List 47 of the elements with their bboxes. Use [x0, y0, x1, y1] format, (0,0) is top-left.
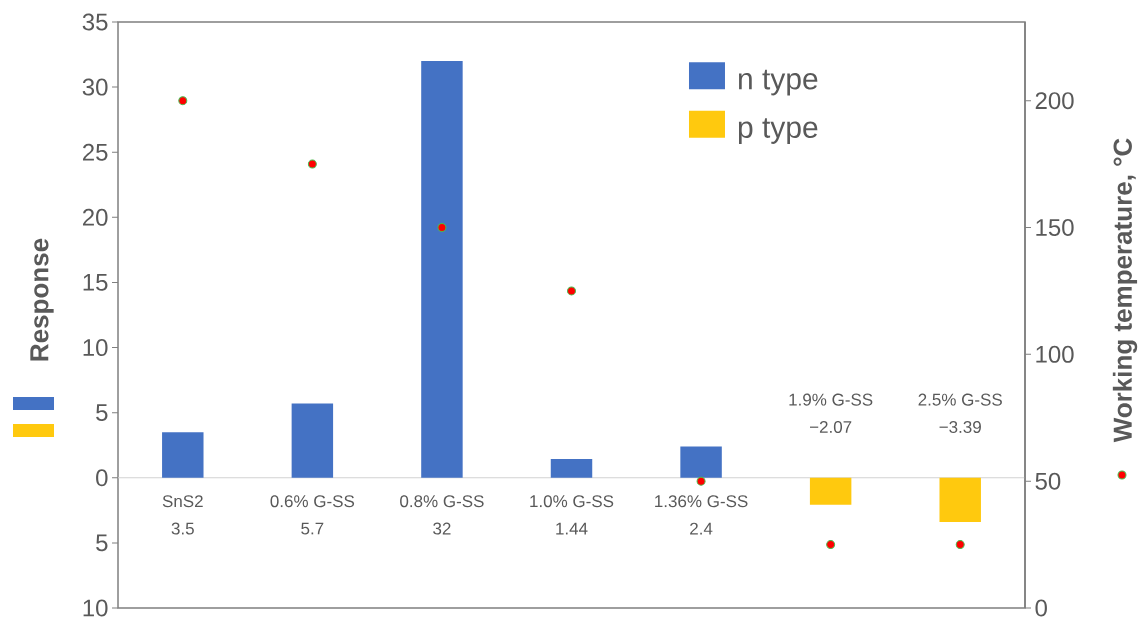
x-tick-label: 1.9% G-SS [789, 393, 873, 406]
y-tick-label: 5 [96, 404, 108, 422]
y-tick-label: 35 [82, 13, 108, 31]
data-label: 3.5 [171, 522, 194, 535]
x-tick-label: 0.8% G-SS [400, 495, 484, 508]
point [567, 286, 576, 296]
point [437, 222, 447, 232]
bar [291, 403, 334, 478]
bar [680, 446, 722, 478]
bar [421, 61, 463, 478]
x-tick-label: SnS2 [162, 495, 203, 508]
y2-tick-label: 50 [1035, 472, 1061, 490]
point [826, 540, 836, 550]
data-label: 1.44 [556, 522, 588, 535]
bar [939, 477, 981, 522]
y-tick-label: 15 [83, 274, 108, 291]
x-tick-label: 1.0% G-SS [530, 495, 614, 508]
x-tick-label: 2.5% G-SS [918, 393, 1002, 406]
y-tick-label: 30 [82, 78, 108, 96]
point [955, 540, 965, 550]
point [307, 159, 317, 169]
legend-label: p type [738, 118, 818, 144]
y-axis-title: Response [30, 238, 54, 361]
data-label: −2.07 [809, 420, 852, 434]
y2-tick-label: 100 [1036, 345, 1074, 363]
data-label: 32 [433, 522, 451, 535]
bar [809, 477, 852, 505]
y-tick-label: 0 [96, 469, 108, 487]
y-tick-label: 25 [82, 143, 108, 161]
y-tick-label: 10 [83, 599, 108, 617]
y2-tick-label: 0 [1035, 599, 1047, 617]
data-label: −3.39 [939, 420, 981, 434]
x-tick-label: 1.36% G-SS [655, 495, 748, 508]
y2-tick-label: 200 [1035, 92, 1074, 110]
data-label: 5.7 [301, 522, 324, 535]
bar [550, 459, 593, 478]
bar [162, 432, 204, 478]
y-tick-label: 10 [83, 339, 108, 357]
point [696, 476, 706, 486]
y2-axis-title: Working temperature, °C [1112, 138, 1138, 443]
y2-tick-label: 150 [1036, 218, 1074, 236]
point [178, 96, 188, 106]
y-tick-label: 20 [82, 208, 108, 226]
data-label: 2.4 [690, 522, 713, 535]
y-tick-label: 5 [96, 534, 108, 552]
x-tick-label: 0.6% G-SS [270, 495, 355, 508]
legend-label: n type [738, 69, 818, 96]
